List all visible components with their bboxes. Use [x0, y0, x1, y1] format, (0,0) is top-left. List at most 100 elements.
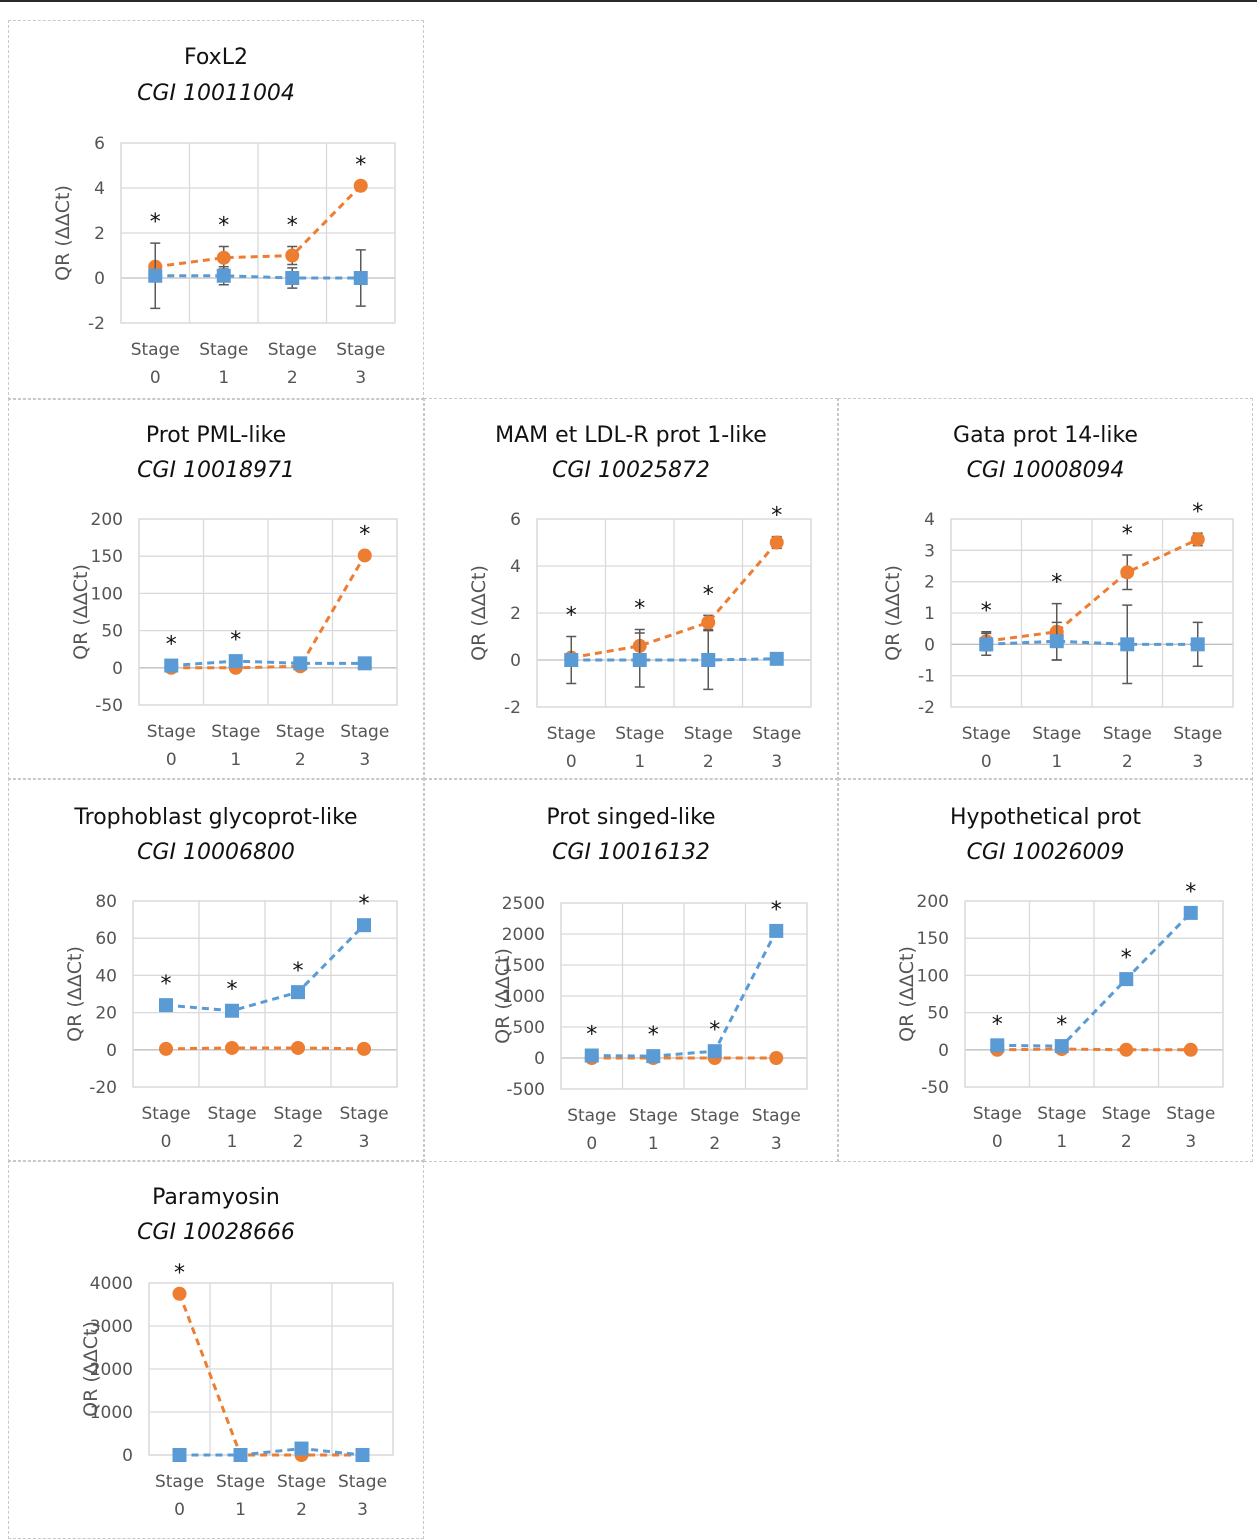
y-tick-label: 2: [94, 224, 105, 244]
significance-star: *: [150, 210, 161, 235]
significance-star: *: [174, 1261, 185, 1286]
y-axis-label: QR (ΔΔCt): [64, 946, 86, 1042]
x-tick-label: Stage 2: [684, 724, 733, 772]
series-line-orange: [171, 554, 367, 670]
data-point-blue: [979, 637, 994, 652]
y-tick-label: 0: [94, 269, 105, 289]
chart-title: Hypothetical prot: [949, 805, 1142, 830]
significance-star: *: [566, 604, 577, 629]
y-tick-label: 500: [513, 1018, 545, 1038]
y-axis-label: QR (ΔΔCt): [492, 948, 514, 1044]
y-axis-label: QR (ΔΔCt): [882, 565, 904, 661]
plot-area-frame: [138, 518, 398, 706]
data-point-orange: [769, 535, 784, 550]
series-line-orange: [570, 541, 778, 660]
y-axis-label: QR (ΔΔCt): [80, 1321, 102, 1417]
data-point-blue: [564, 653, 579, 667]
x-tick-label: Stage 0: [131, 340, 180, 388]
y-tick-label: 1: [924, 604, 935, 624]
chart-plot: -20 0 20 40 60 80 QR (ΔΔCt) Stage 0 Stage 1 Stage 2 S…: [64, 892, 398, 1152]
data-point-blue: [1049, 634, 1064, 649]
x-tick-label: Stage 1: [615, 724, 664, 772]
y-tick-label: 0: [106, 1041, 117, 1061]
series-line-orange: [178, 1293, 363, 1457]
x-tick-label: Stage 0: [141, 1104, 190, 1152]
series-line-blue: [165, 924, 366, 1013]
y-tick-label: 0: [924, 635, 935, 655]
data-point-blue: [353, 271, 368, 285]
x-tick-label: Stage 3: [1173, 724, 1222, 772]
y-tick-label: 20: [95, 1004, 117, 1024]
y-tick-label: 0: [938, 1041, 949, 1061]
x-tick-label: Stage 2: [276, 722, 325, 770]
series-line-blue: [571, 657, 777, 662]
chart-panel-foxl2: FoxL2 CGI 10011004 -2 0 2 4 6 QR (ΔΔCt) Stage 0…: [8, 20, 424, 400]
y-tick-label: 150: [91, 547, 123, 567]
plot-area-frame: [536, 518, 812, 708]
plot-area-frame: [148, 1282, 394, 1456]
y-tick-label: -2: [918, 698, 935, 718]
y-tick-label: -20: [89, 1078, 117, 1098]
y-tick-label: -2: [88, 314, 105, 334]
significance-star: *: [703, 582, 714, 607]
chart-plot: -2 0 2 4 6 QR (ΔΔCt) Stage 0 Stage 1 Stage 2 Stage 3 *…: [52, 134, 396, 388]
chart-panel-prot-singed: Prot singed-like CGI 10016132 -500 0 500 10…: [424, 778, 838, 1162]
y-tick-label: 0: [510, 651, 521, 671]
x-tick-label: Stage 0: [973, 1104, 1022, 1152]
x-tick-label: Stage 3: [338, 1472, 387, 1520]
y-tick-label: 2: [510, 604, 521, 624]
significance-star: *: [1056, 1013, 1067, 1038]
y-tick-label: 1000: [502, 987, 545, 1007]
x-tick-label: Stage 3: [340, 722, 389, 770]
y-tick-label: 60: [95, 929, 117, 949]
y-tick-label: -500: [506, 1080, 545, 1100]
chart-panel-trophoblast: Trophoblast glycoprot-like CGI 10006800 …: [8, 778, 424, 1162]
chart-title: Trophoblast glycoprot-like: [74, 805, 358, 830]
chart-title: Paramyosin: [152, 1185, 280, 1210]
chart-subtitle: CGI 10008094: [966, 458, 1125, 483]
significance-star: *: [771, 504, 782, 529]
data-point-blue: [172, 1448, 187, 1462]
chart-plot: -50 0 50 100 150 200 QR (ΔΔCt) Stage 0 Stage 1 Stag…: [896, 880, 1224, 1152]
chart-title: Prot PML-like: [145, 423, 287, 448]
x-tick-label: Stage 1: [207, 1104, 256, 1152]
chart-panel-gata-prot: Gata prot 14-like CGI 10008094 -2 -1 0 1 2 3 4…: [838, 398, 1253, 780]
y-tick-label: 200: [91, 510, 123, 530]
x-tick-label: Stage 1: [199, 340, 248, 388]
x-tick-label: Stage 0: [147, 722, 196, 770]
x-tick-label: Stage 2: [273, 1104, 322, 1152]
x-tick-label: Stage 0: [547, 724, 596, 772]
data-point-blue: [159, 998, 173, 1013]
significance-star: *: [227, 978, 238, 1003]
data-point-blue: [148, 268, 163, 283]
significance-star: *: [1192, 500, 1203, 525]
plot-area-frame: [560, 902, 808, 1090]
y-axis-label: QR (ΔΔCt): [52, 185, 74, 281]
data-point-orange: [1190, 532, 1205, 547]
series-line-blue: [179, 1447, 363, 1457]
data-point-blue: [291, 985, 305, 1000]
x-tick-label: Stage 2: [690, 1106, 739, 1154]
y-tick-label: 1000: [90, 1403, 133, 1423]
y-tick-label: 150: [917, 929, 949, 949]
significance-star: *: [1121, 946, 1132, 971]
data-point-blue: [769, 651, 784, 666]
chart-panel-hypothetical: Hypothetical prot CGI 10026009 -50 0 50 100…: [838, 778, 1253, 1162]
x-tick-label: Stage 3: [752, 1106, 801, 1154]
data-point-blue: [1120, 637, 1135, 652]
y-tick-label: 6: [94, 134, 105, 154]
y-tick-label: 2500: [502, 894, 545, 914]
x-tick-label: Stage 0: [155, 1472, 204, 1520]
significance-star: *: [359, 522, 370, 547]
data-point-blue: [285, 271, 300, 285]
data-point-blue: [1119, 972, 1134, 987]
x-tick-label: Stage 1: [211, 722, 260, 770]
chart-plot: -50 0 50 100 150 200 QR (ΔΔCt) Stage 0 Stage 1 Stag…: [70, 510, 398, 770]
significance-star: *: [359, 892, 370, 917]
data-point-orange: [159, 1041, 173, 1056]
y-tick-label: 3000: [90, 1317, 133, 1337]
x-tick-label: Stage 2: [277, 1472, 326, 1520]
y-tick-label: 4: [510, 557, 521, 577]
y-axis-label: QR (ΔΔCt): [468, 565, 490, 661]
